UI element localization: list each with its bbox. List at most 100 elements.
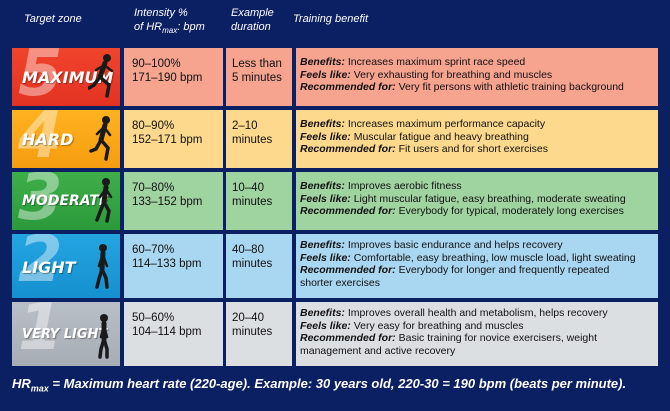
zone-row-very-light: 1 VERY LIGHT 50–60% 104–114 bpm 20–40 mi… xyxy=(12,302,658,366)
zone-row-moderate: 3 MODERATE 70–80% 133–152 bpm 10–40 minu… xyxy=(12,172,658,230)
header-training-benefit: Training benefit xyxy=(293,13,369,25)
feels-label: Feels like: xyxy=(300,192,351,205)
intensity-cell: 80–90% 152–171 bpm xyxy=(124,110,223,168)
header-duration-line1: Example xyxy=(231,7,274,19)
duration-cell: 10–40 minutes xyxy=(226,172,292,230)
intensity-cell: 70–80% 133–152 bpm xyxy=(124,172,223,230)
zone-number: 5 xyxy=(18,48,63,106)
zone-tile: 4 HARD xyxy=(12,110,120,168)
intensity-bpm: 152–171 bpm xyxy=(132,134,203,146)
benefits-line: Benefits: Increases maximum performance … xyxy=(300,118,658,131)
recommended-label: Recommended for: xyxy=(300,264,396,276)
zone-tile: 5 MAXIMUM xyxy=(12,48,120,106)
intensity-bpm: 133–152 bpm xyxy=(132,196,203,208)
recommended-line: Recommended for: Fit users and for short… xyxy=(300,143,658,156)
footer-hr-sub: max xyxy=(30,383,49,394)
recommended-line: Recommended for: Very fit persons with a… xyxy=(300,81,658,94)
runner-figure-icon xyxy=(90,176,120,224)
intensity-percent: 50–60% xyxy=(132,312,175,324)
zone-tile: 2 LIGHT xyxy=(12,234,120,298)
feels-text: Comfortable, easy breathing, low muscle … xyxy=(353,251,636,264)
duration-cell: 20–40 minutes xyxy=(226,302,292,366)
duration-cell: 2–10 minutes xyxy=(226,110,292,168)
duration-line1: 10–40 xyxy=(232,182,264,194)
header-intensity-line2: of HRmax: bpm xyxy=(134,20,205,38)
zone-name: VERY LIGHT xyxy=(22,327,108,342)
benefits-line: Benefits: Improves aerobic fitness xyxy=(300,180,658,193)
benefits-label: Benefits: xyxy=(300,180,345,192)
duration-line2: minutes xyxy=(232,196,273,208)
recommended-text: Fit users and for short exercises xyxy=(398,143,548,155)
feels-line: Feels like: Very exhausting for breathin… xyxy=(300,69,658,82)
benefit-cell: Benefits: Increases maximum sprint race … xyxy=(296,48,658,106)
intensity-percent: 80–90% xyxy=(132,120,175,132)
benefits-text: Increases maximum sprint race speed xyxy=(347,56,526,68)
duration-line1: 2–10 xyxy=(232,120,258,132)
footer-text: = Maximum heart rate (220-age). Example:… xyxy=(48,376,627,391)
intensity-percent: 90–100% xyxy=(132,58,181,70)
intensity-cell: 90–100% 171–190 bpm xyxy=(124,48,223,106)
header-intensity: Intensity % of HRmax: bpm xyxy=(134,6,205,38)
feels-label: Feels like: xyxy=(300,68,351,81)
benefits-text: Improves overall health and metabolism, … xyxy=(347,307,608,319)
benefits-label: Benefits: xyxy=(300,307,345,319)
benefits-line: Benefits: Improves overall health and me… xyxy=(300,307,658,320)
recommended-line-2: shorter exercises xyxy=(300,276,380,289)
duration-line2: minutes xyxy=(232,258,273,270)
header-duration-line2: duration xyxy=(231,21,271,33)
feels-label: Feels like: xyxy=(300,251,351,264)
recommended-text: Everybody for longer and frequently repe… xyxy=(398,264,610,276)
benefit-cell: Benefits: Increases maximum performance … xyxy=(296,110,658,168)
zone-row-maximum: 5 MAXIMUM 90–100% 171–190 bpm Less than … xyxy=(12,48,658,106)
intensity-cell: 50–60% 104–114 bpm xyxy=(124,302,223,366)
intensity-percent: 70–80% xyxy=(132,182,175,194)
feels-text: Very exhausting for breathing and muscle… xyxy=(353,68,553,81)
zone-number: 2 xyxy=(18,234,63,297)
recommended-label: Recommended for: xyxy=(300,81,396,93)
zone-name: LIGHT xyxy=(22,258,76,277)
header-intensity-line1: Intensity % xyxy=(134,7,188,19)
zone-tile: 3 MODERATE xyxy=(12,172,120,230)
footer-hr: HR xyxy=(12,376,31,391)
header-intensity-prefix: of HR xyxy=(134,21,163,33)
walker-figure-icon xyxy=(88,242,118,290)
duration-cell: Less than 5 minutes xyxy=(226,48,292,106)
recommended-label: Recommended for: xyxy=(300,205,396,217)
recommended-line-2: management and active recovery xyxy=(300,344,456,357)
zone-tile: 1 VERY LIGHT xyxy=(12,302,120,366)
feels-line: Feels like: Muscular fatigue and heavy b… xyxy=(300,131,658,144)
header-duration: Example duration xyxy=(231,6,274,34)
benefit-cell: Benefits: Improves aerobic fitness Feels… xyxy=(296,172,658,230)
duration-line1: 20–40 xyxy=(232,312,264,324)
benefit-cell: Benefits: Improves basic endurance and h… xyxy=(296,234,658,298)
duration-line1: Less than xyxy=(232,58,282,70)
benefits-label: Benefits: xyxy=(300,56,345,68)
header-intensity-suffix: : bpm xyxy=(177,21,205,33)
benefits-label: Benefits: xyxy=(300,239,345,251)
recommended-text: Very fit persons with athletic training … xyxy=(398,81,624,93)
duration-line2: minutes xyxy=(232,326,273,338)
benefits-label: Benefits: xyxy=(300,118,345,130)
feels-label: Feels like: xyxy=(300,130,351,143)
header-intensity-sub: max xyxy=(162,26,178,36)
zone-name: HARD xyxy=(22,130,74,149)
recommended-line: Recommended for: Basic training for novi… xyxy=(300,332,658,345)
feels-line: Feels like: Light muscular fatigue, easy… xyxy=(300,193,658,206)
benefits-line: Benefits: Improves basic endurance and h… xyxy=(300,239,658,252)
benefits-line: Benefits: Increases maximum sprint race … xyxy=(300,56,658,69)
duration-line1: 40–80 xyxy=(232,244,264,256)
duration-line2: 5 minutes xyxy=(232,72,282,84)
zone-row-hard: 4 HARD 80–90% 152–171 bpm 2–10 minutes B… xyxy=(12,110,658,168)
duration-line2: minutes xyxy=(232,134,273,146)
benefit-cell: Benefits: Improves overall health and me… xyxy=(296,302,658,366)
feels-text: Muscular fatigue and heavy breathing xyxy=(353,130,529,143)
benefits-text: Increases maximum performance capacity xyxy=(347,118,546,130)
intensity-bpm: 171–190 bpm xyxy=(132,72,203,84)
benefits-text: Improves aerobic fitness xyxy=(347,180,462,192)
walker-figure-icon xyxy=(90,312,120,360)
zone-name: MAXIMUM xyxy=(22,68,114,87)
zone-number: 1 xyxy=(18,302,63,365)
feels-line: Feels like: Comfortable, easy breathing,… xyxy=(300,252,658,265)
zone-number: 3 xyxy=(18,172,63,230)
zone-name: MODERATE xyxy=(22,193,109,209)
